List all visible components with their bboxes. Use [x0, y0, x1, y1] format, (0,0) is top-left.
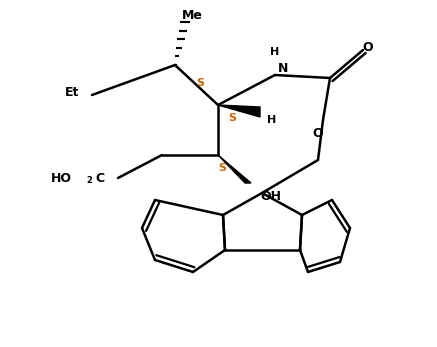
Text: N: N — [278, 61, 288, 75]
Text: O: O — [363, 41, 373, 53]
Text: H: H — [271, 47, 280, 57]
Text: S: S — [196, 78, 204, 88]
Text: Me: Me — [181, 8, 202, 22]
Text: Et: Et — [65, 85, 79, 99]
Text: S: S — [228, 113, 236, 123]
Text: HO: HO — [51, 171, 72, 185]
Text: 2: 2 — [86, 176, 92, 185]
Text: H: H — [267, 115, 277, 125]
Text: C: C — [95, 171, 104, 185]
Polygon shape — [218, 155, 251, 183]
Text: S: S — [218, 163, 226, 173]
Text: O: O — [313, 127, 323, 139]
Polygon shape — [218, 105, 260, 117]
Text: OH: OH — [260, 189, 281, 203]
